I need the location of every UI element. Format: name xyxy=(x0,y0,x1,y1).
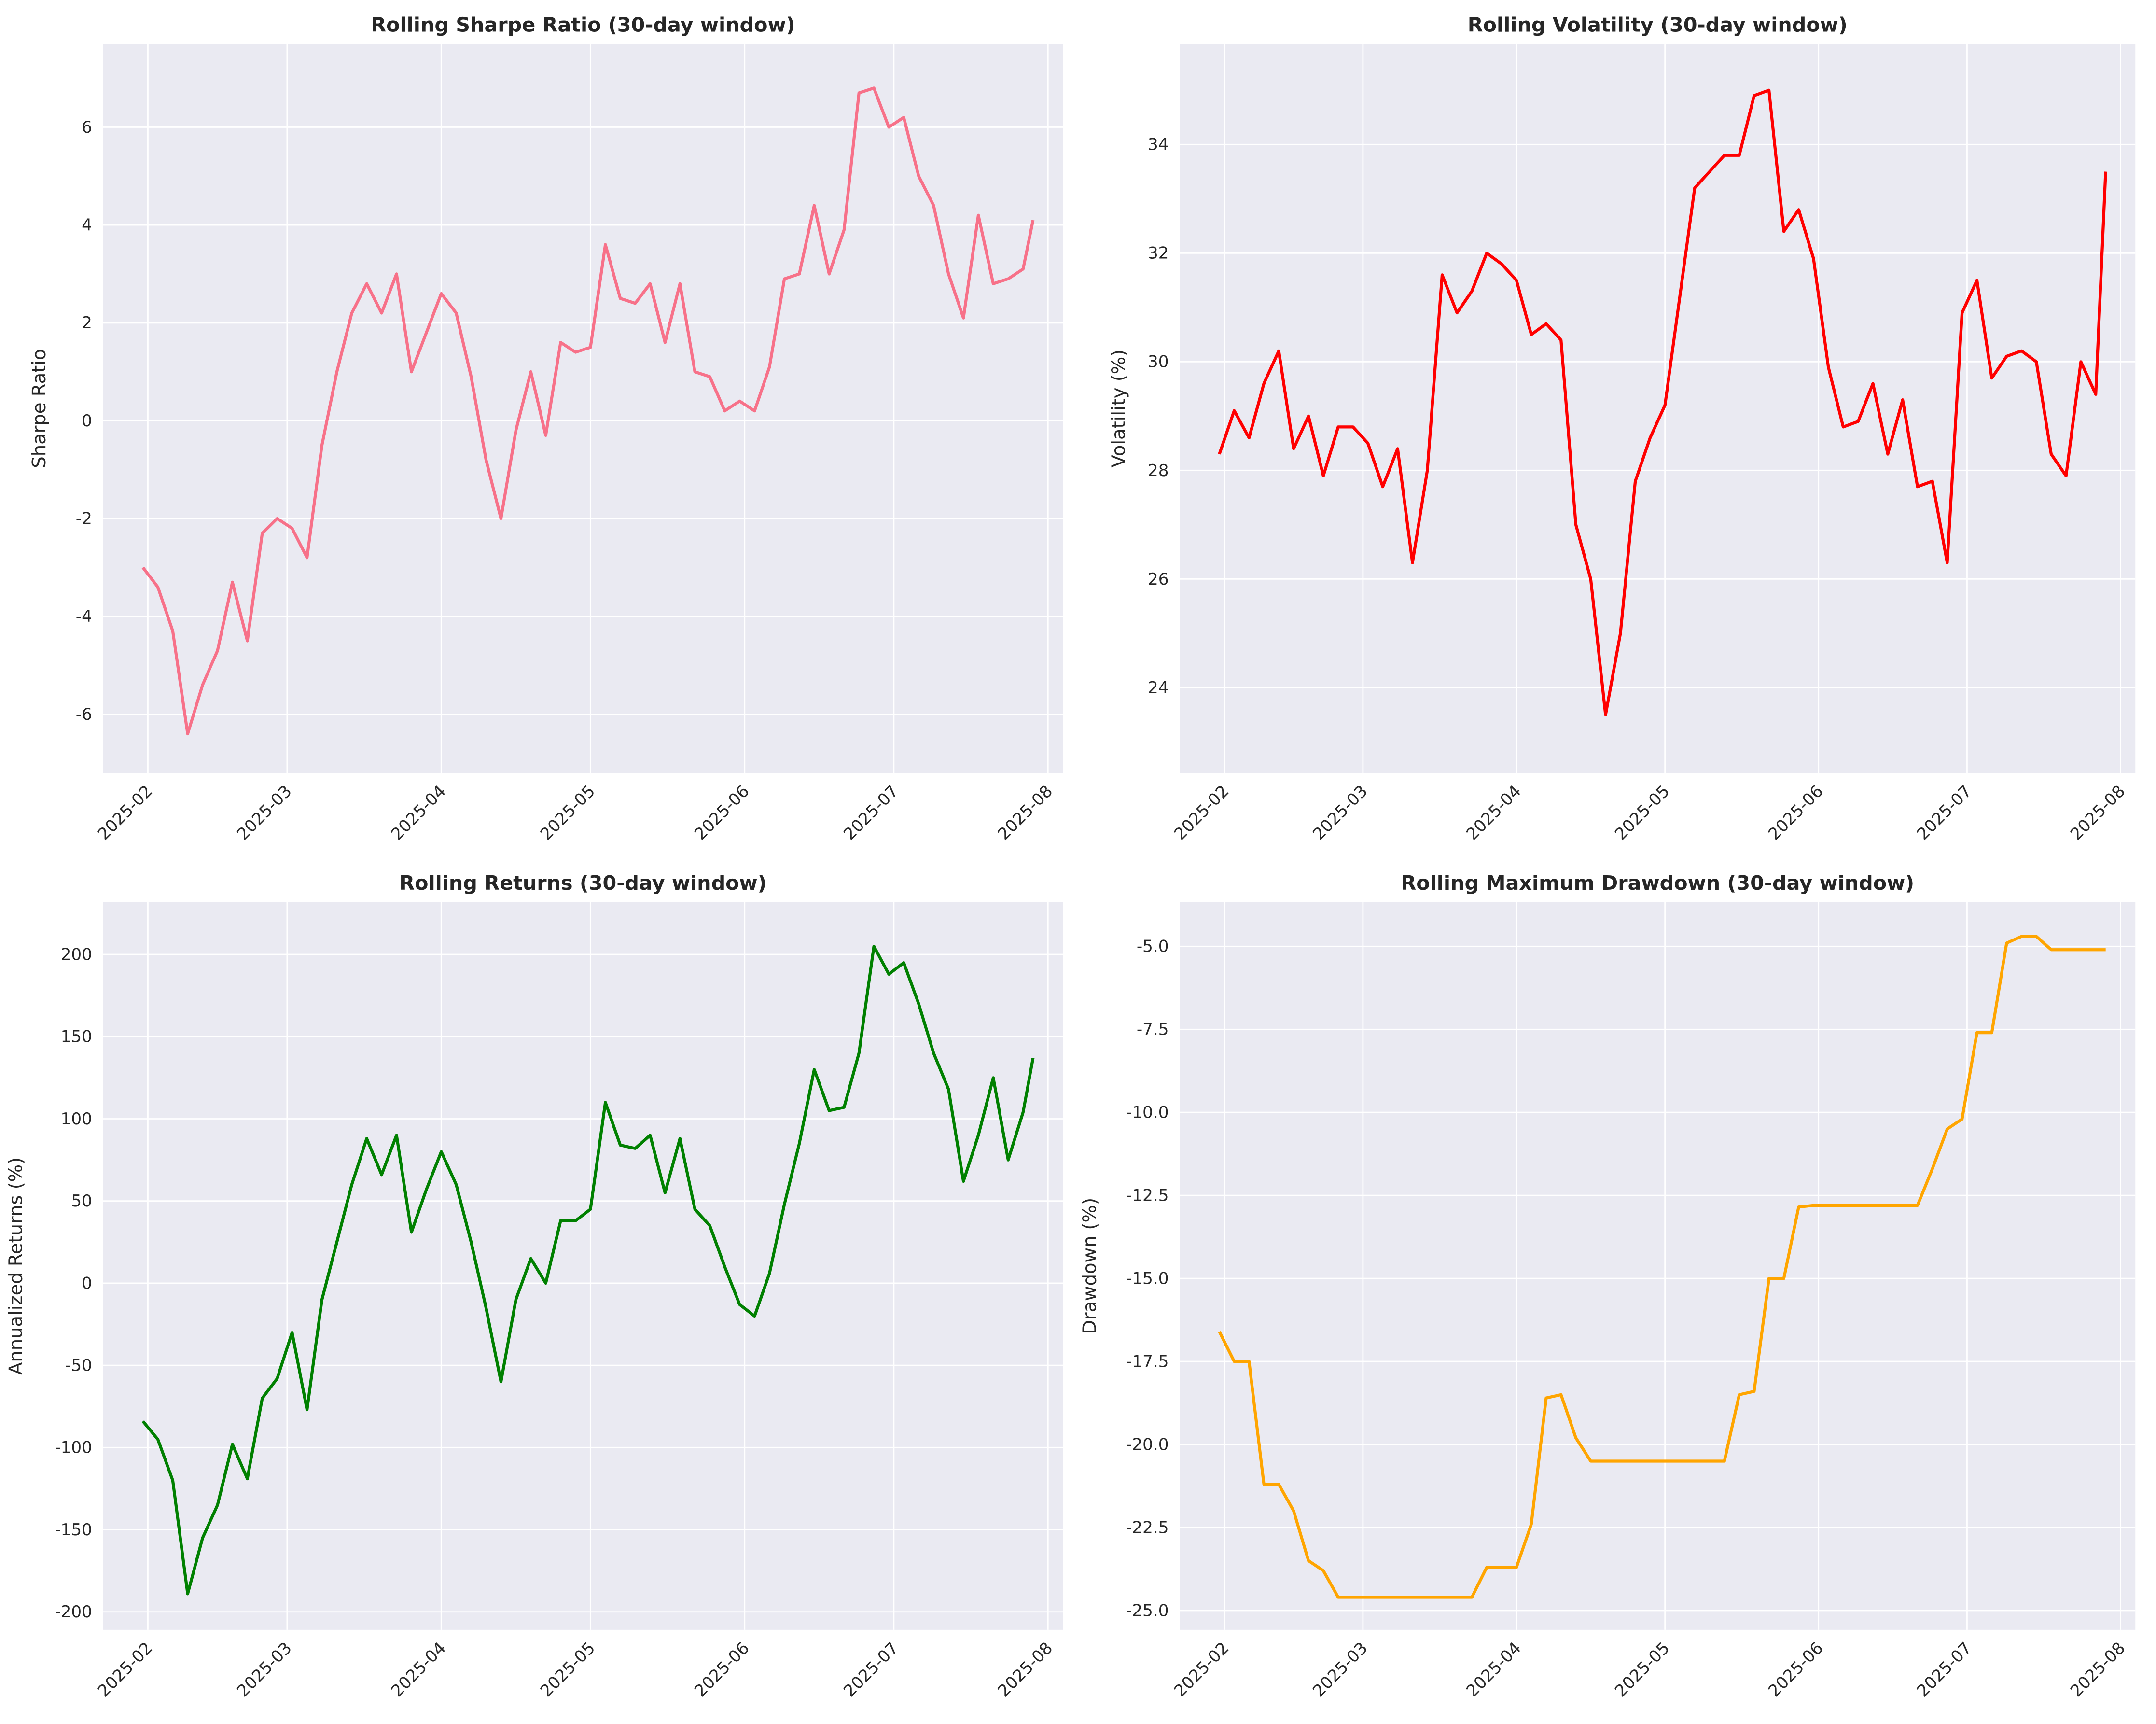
x-tick-label: 2025-06 xyxy=(1765,782,1827,844)
y-tick-label: -22.5 xyxy=(1126,1518,1168,1537)
x-tick-label: 2025-03 xyxy=(1309,1639,1371,1701)
y-tick-label: 6 xyxy=(82,118,92,137)
x-tick-label: 2025-06 xyxy=(691,1639,753,1701)
chart-title: Rolling Sharpe Ratio (30-day window) xyxy=(371,14,795,37)
y-tick-label: -50 xyxy=(65,1356,92,1375)
y-tick-label: 0 xyxy=(82,1274,92,1293)
y-axis-label: Annualized Returns (%) xyxy=(5,1157,27,1375)
x-tick-label: 2025-06 xyxy=(691,782,753,844)
plot-area xyxy=(1180,902,2136,1630)
x-tick-label: 2025-02 xyxy=(1170,1639,1233,1701)
x-tick-label: 2025-03 xyxy=(1309,782,1371,844)
y-tick-label: 24 xyxy=(1148,678,1168,698)
y-tick-label: 4 xyxy=(82,215,92,235)
y-tick-label: 30 xyxy=(1148,352,1168,372)
y-axis-label: Sharpe Ratio xyxy=(28,349,50,468)
y-tick-label: 100 xyxy=(61,1109,92,1129)
x-tick-label: 2025-04 xyxy=(388,1639,450,1701)
data-line xyxy=(141,86,1035,736)
chart-title: Rolling Volatility (30-day window) xyxy=(1468,14,1848,37)
x-tick-label: 2025-05 xyxy=(1611,1639,1673,1701)
x-tick-label: 2025-04 xyxy=(1462,782,1525,844)
chart-title: Rolling Returns (30-day window) xyxy=(399,871,766,895)
x-tick-label: 2025-07 xyxy=(840,1639,902,1701)
x-tick-label: 2025-07 xyxy=(1913,1639,1975,1701)
y-tick-label: -12.5 xyxy=(1126,1186,1168,1205)
y-tick-label: -150 xyxy=(55,1520,92,1540)
y-tick-label: -6 xyxy=(76,705,92,724)
data-line xyxy=(1218,88,2107,716)
x-tick-label: 2025-03 xyxy=(233,782,295,844)
y-tick-label: 50 xyxy=(71,1191,92,1211)
x-tick-label: 2025-02 xyxy=(1170,782,1233,844)
x-tick-label: 2025-04 xyxy=(1462,1639,1525,1701)
y-tick-label: -15.0 xyxy=(1126,1269,1168,1289)
x-tick-label: 2025-04 xyxy=(388,782,450,844)
x-tick-label: 2025-08 xyxy=(994,1639,1057,1701)
plot-area xyxy=(1180,44,2136,773)
y-tick-label: 2 xyxy=(82,313,92,333)
x-tick-label: 2025-07 xyxy=(840,782,902,844)
x-tick-label: 2025-02 xyxy=(94,782,156,844)
y-tick-label: -5.0 xyxy=(1137,937,1169,956)
y-tick-label: 28 xyxy=(1148,461,1168,480)
y-tick-label: -17.5 xyxy=(1126,1352,1168,1371)
y-tick-label: 200 xyxy=(61,945,92,964)
y-tick-label: 34 xyxy=(1148,135,1168,154)
y-tick-label: -4 xyxy=(76,607,92,626)
x-tick-label: 2025-03 xyxy=(233,1639,295,1701)
y-tick-label: -20.0 xyxy=(1126,1435,1168,1454)
y-axis-label: Volatility (%) xyxy=(1108,350,1129,468)
x-tick-label: 2025-08 xyxy=(2067,1639,2129,1701)
y-axis-label: Drawdown (%) xyxy=(1079,1198,1101,1334)
chart-title: Rolling Maximum Drawdown (30-day window) xyxy=(1401,871,1914,895)
y-tick-label: 150 xyxy=(61,1027,92,1047)
x-tick-label: 2025-05 xyxy=(1611,782,1673,844)
x-tick-label: 2025-07 xyxy=(1913,782,1975,844)
x-tick-label: 2025-05 xyxy=(537,782,599,844)
y-tick-label: -200 xyxy=(55,1602,92,1622)
y-tick-label: -100 xyxy=(55,1438,92,1458)
x-tick-label: 2025-02 xyxy=(94,1639,156,1701)
data-line xyxy=(141,944,1035,1596)
x-tick-label: 2025-08 xyxy=(2067,782,2129,844)
x-tick-label: 2025-05 xyxy=(537,1639,599,1701)
x-tick-label: 2025-08 xyxy=(994,782,1057,844)
plot-area xyxy=(103,44,1063,773)
y-tick-label: -10.0 xyxy=(1126,1103,1168,1122)
y-tick-label: -25.0 xyxy=(1126,1601,1168,1620)
x-tick-label: 2025-06 xyxy=(1765,1639,1827,1701)
y-tick-label: 26 xyxy=(1148,570,1168,589)
y-tick-label: -7.5 xyxy=(1137,1020,1169,1039)
plot-area xyxy=(103,902,1063,1630)
y-tick-label: 32 xyxy=(1148,244,1168,263)
y-tick-label: 0 xyxy=(82,411,92,431)
data-line xyxy=(1218,935,2106,1599)
y-tick-label: -2 xyxy=(76,509,92,528)
